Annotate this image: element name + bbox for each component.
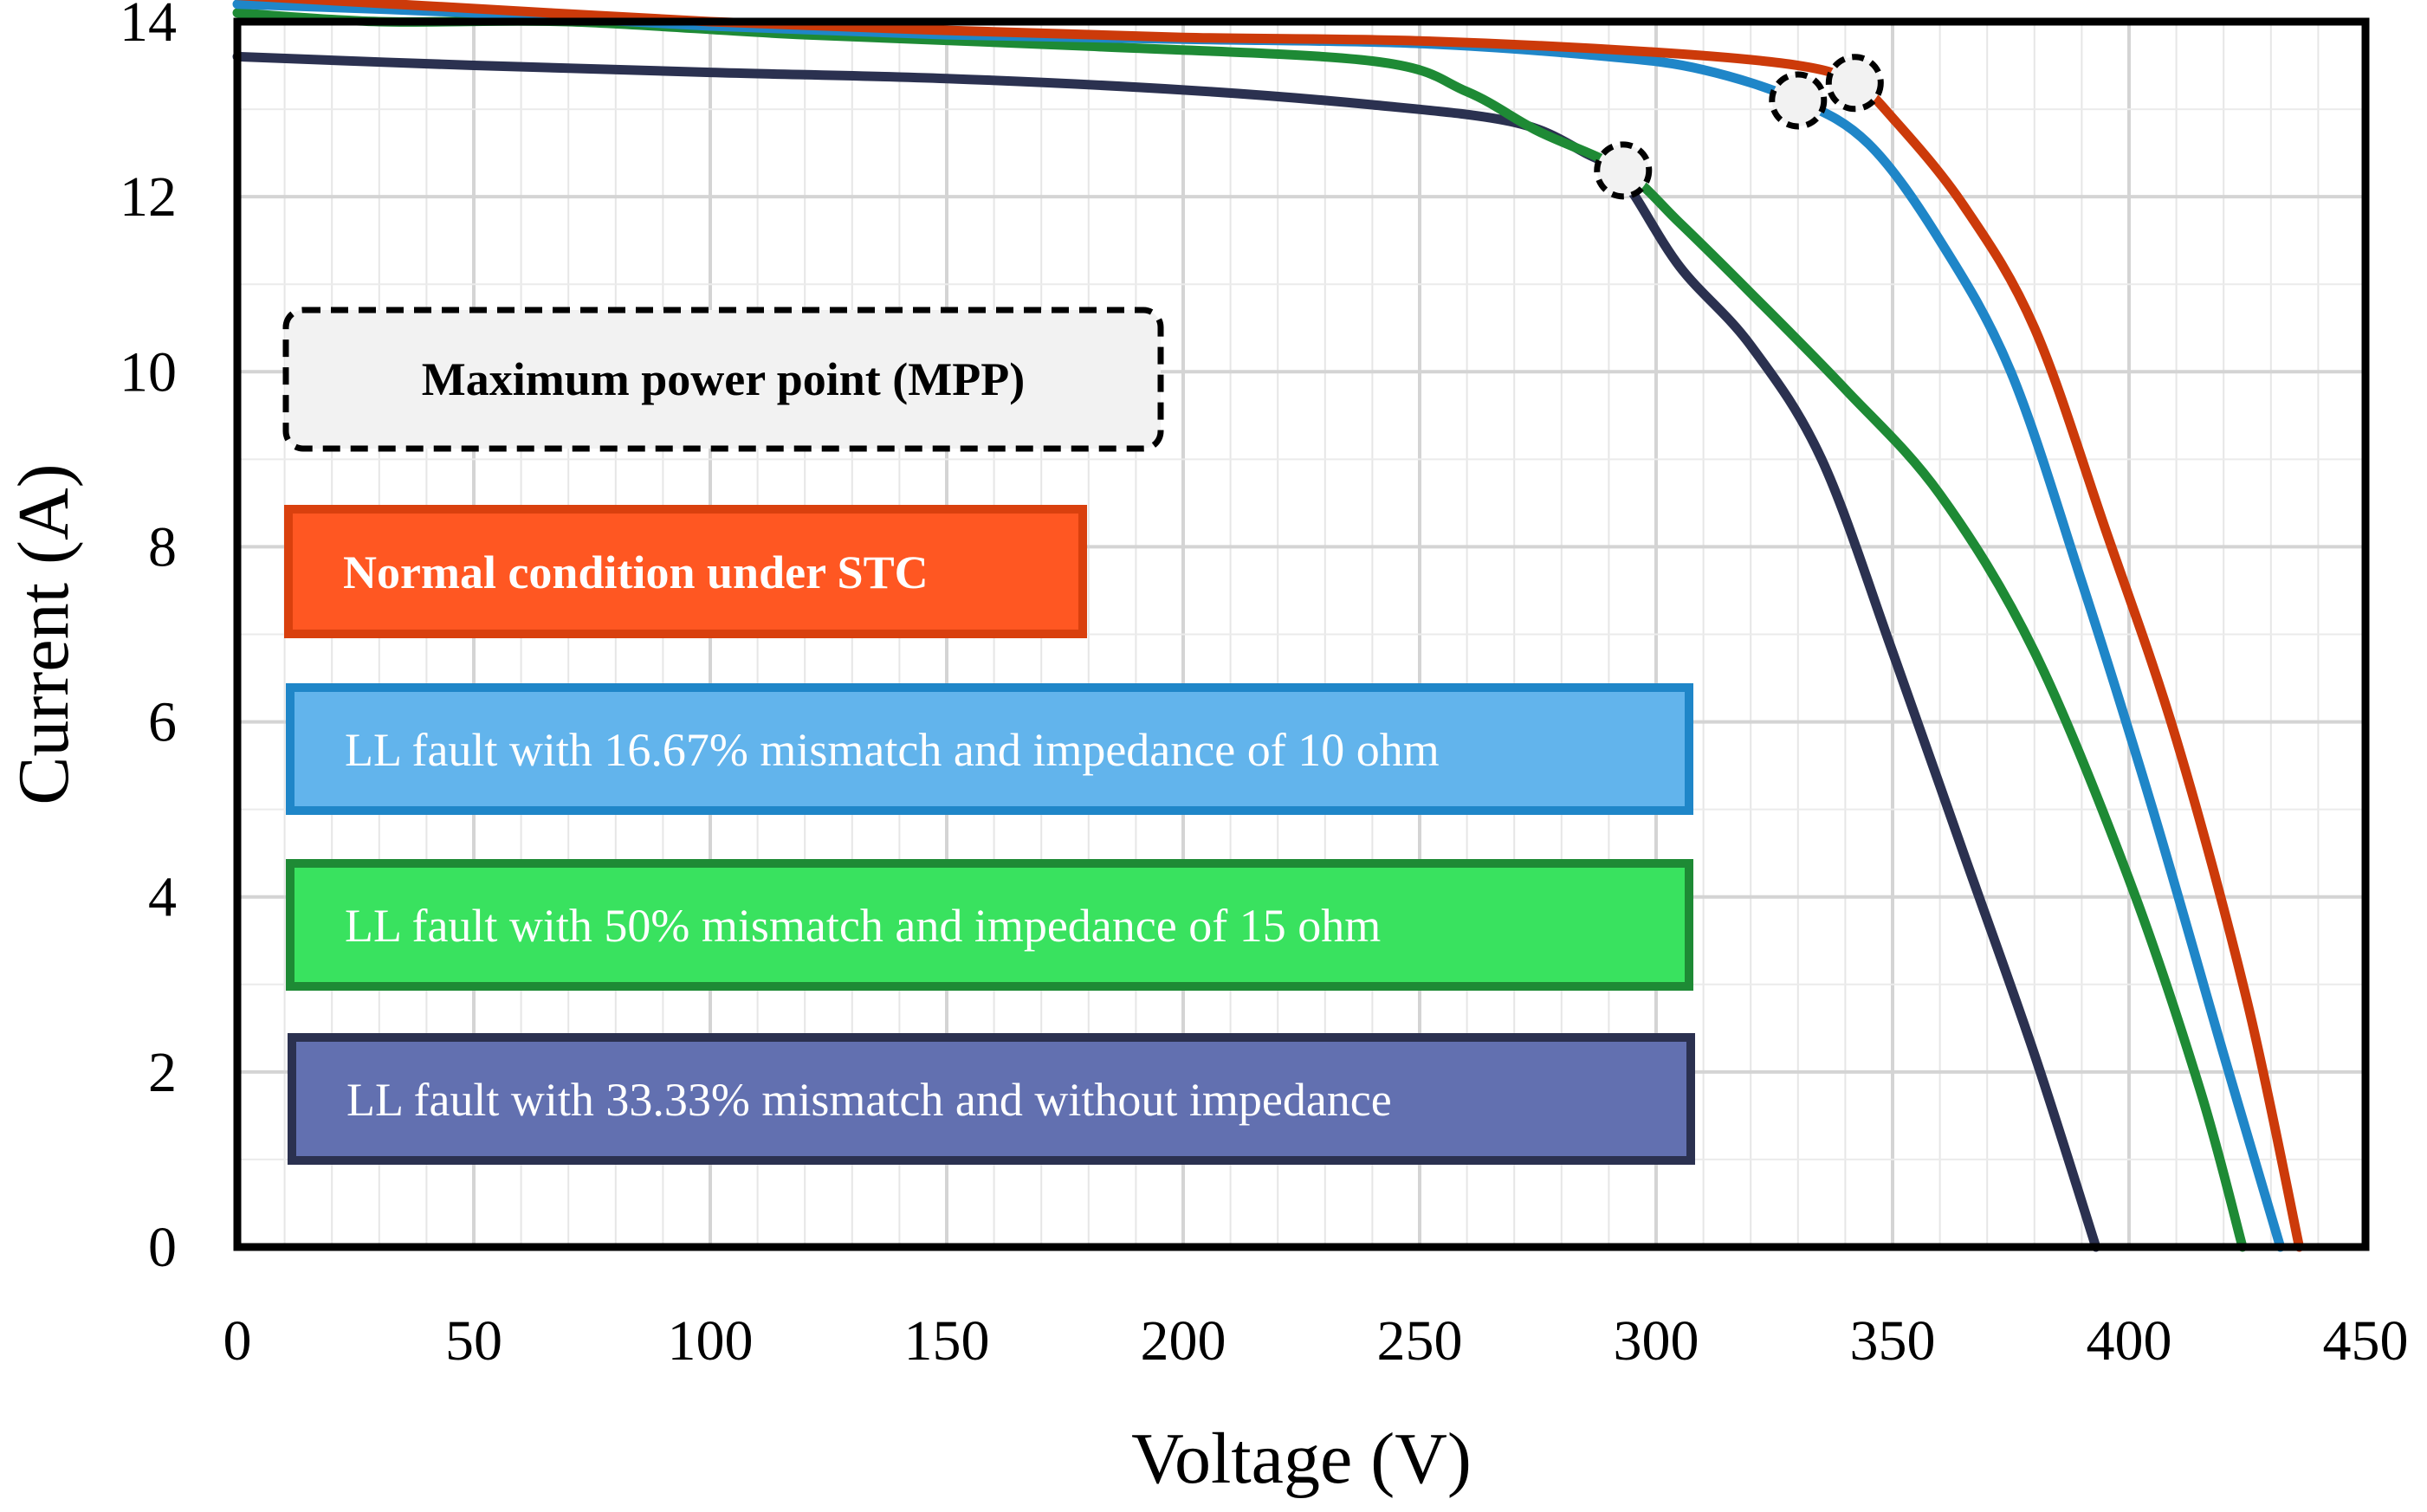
legend-label-4: LL fault with 33.33% mismatch and withou… (346, 1074, 1392, 1126)
mpp-marker (1594, 141, 1653, 200)
axis-ticks: 0 50 100 150 200 250 300 350 400 450 0 2 4 6 8 10 12 14 (120, 0, 2409, 1373)
mpp-markers (1594, 54, 1884, 200)
x-tick-label: 350 (1850, 1309, 1936, 1373)
x-tick-label: 200 (1141, 1309, 1226, 1373)
x-tick-label: 0 (223, 1309, 252, 1373)
legend: Maximum power point (MPP) Normal conditio… (282, 307, 1695, 1165)
x-tick-label: 100 (668, 1309, 754, 1373)
y-tick-label: 10 (120, 340, 177, 404)
x-tick-label: 450 (2323, 1309, 2409, 1373)
y-tick-label: 8 (148, 515, 177, 578)
y-tick-label: 12 (120, 165, 177, 229)
legend-label-2: LL fault with 16.67% mismatch and impeda… (345, 724, 1440, 776)
y-tick-label: 0 (148, 1216, 177, 1279)
legend-mpp-box (282, 307, 1164, 452)
legend-box-3 (286, 859, 1693, 991)
x-axis-title: Voltage (V) (1131, 1418, 1472, 1499)
x-tick-label: 150 (904, 1309, 990, 1373)
x-tick-label: 300 (1614, 1309, 1699, 1373)
legend-mpp-label: Maximum power point (MPP) (422, 353, 1025, 405)
legend-box-4 (288, 1033, 1695, 1165)
plot-area-border (233, 17, 2370, 1251)
x-tick-label: 250 (1377, 1309, 1463, 1373)
y-tick-label: 6 (148, 691, 177, 754)
legend-box-2 (286, 683, 1693, 815)
y-axis-title: Current (A) (3, 463, 84, 804)
legend-label-1: Normal condition under STC (343, 546, 929, 598)
x-tick-label: 50 (445, 1309, 502, 1373)
legend-label-3: LL fault with 50% mismatch and impedance… (345, 900, 1381, 952)
mpp-marker (1825, 54, 1884, 113)
x-tick-label: 400 (2087, 1309, 2172, 1373)
legend-box-1 (284, 505, 1087, 638)
y-tick-label: 2 (148, 1041, 177, 1104)
mpp-marker (1769, 71, 1828, 130)
y-tick-label: 14 (120, 0, 177, 54)
y-tick-label: 4 (148, 866, 177, 929)
